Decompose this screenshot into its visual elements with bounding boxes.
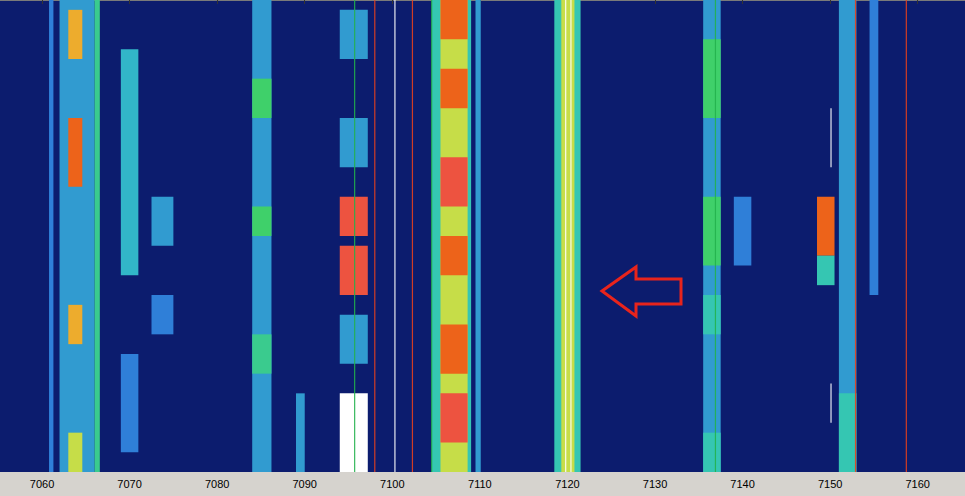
svg-text:7070: 7070 — [117, 478, 141, 490]
svg-text:7110: 7110 — [468, 478, 492, 490]
svg-text:7140: 7140 — [730, 478, 754, 490]
svg-text:7130: 7130 — [643, 478, 667, 490]
svg-text:7090: 7090 — [292, 478, 316, 490]
svg-text:7150: 7150 — [818, 478, 842, 490]
svg-text:7060: 7060 — [30, 478, 54, 490]
svg-text:7080: 7080 — [205, 478, 229, 490]
svg-text:7100: 7100 — [380, 478, 404, 490]
svg-text:7160: 7160 — [905, 478, 929, 490]
svg-text:7120: 7120 — [555, 478, 579, 490]
